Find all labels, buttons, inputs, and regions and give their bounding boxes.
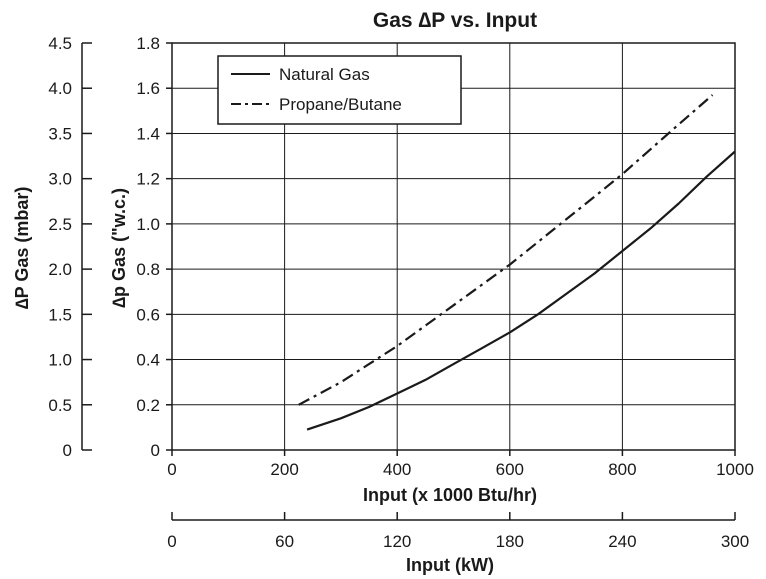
series-line-propane-butane bbox=[298, 94, 714, 406]
y-tick-label: 0.2 bbox=[136, 396, 160, 415]
series-line-natural-gas bbox=[306, 150, 736, 431]
legend-label-propane-butane: Propane/Butane bbox=[279, 95, 402, 114]
legend-label-natural-gas: Natural Gas bbox=[279, 65, 370, 84]
secondary-y-tick-label: 1.0 bbox=[48, 351, 72, 370]
x-tick-label: 200 bbox=[270, 460, 298, 479]
secondary-y-tick-label: 4.0 bbox=[48, 79, 72, 98]
secondary-y-axis-title: ∆P Gas (mbar) bbox=[12, 187, 32, 310]
y-tick-label: 0.4 bbox=[136, 351, 160, 370]
chart-title: Gas ∆P vs. Input bbox=[373, 9, 537, 32]
x-tick-label: 800 bbox=[608, 460, 636, 479]
secondary-y-tick-label: 2.5 bbox=[48, 215, 72, 234]
secondary-x-tick-label: 120 bbox=[383, 532, 411, 551]
y-tick-label: 1.6 bbox=[136, 79, 160, 98]
y-tick-label: 0.6 bbox=[136, 305, 160, 324]
secondary-y-axis: 0 0.5 1.0 1.5 2.0 2.5 3.0 3.5 4.0 4.5 bbox=[48, 34, 92, 460]
y-tick-label: 0 bbox=[151, 441, 160, 460]
secondary-x-tick-label: 180 bbox=[496, 532, 524, 551]
x-tick-label: 400 bbox=[383, 460, 411, 479]
secondary-x-axis-title: Input (kW) bbox=[406, 555, 494, 575]
series-layer bbox=[298, 94, 736, 431]
secondary-y-tick-label: 2.0 bbox=[48, 260, 72, 279]
secondary-x-tick-label: 300 bbox=[721, 532, 749, 551]
x-tick-label: 1000 bbox=[716, 460, 754, 479]
secondary-x-tick-label: 60 bbox=[275, 532, 294, 551]
y-tick-label: 0.8 bbox=[136, 260, 160, 279]
secondary-y-tick-label: 0.5 bbox=[48, 396, 72, 415]
legend-box bbox=[217, 55, 462, 125]
secondary-x-tick-label: 240 bbox=[608, 532, 636, 551]
secondary-x-tick-label: 0 bbox=[167, 532, 176, 551]
secondary-x-axis: 0 60 120 180 240 300 bbox=[167, 512, 749, 551]
x-tick-label: 600 bbox=[496, 460, 524, 479]
y-axis-title: ∆p Gas ("w.c.) bbox=[109, 188, 129, 308]
y-tick-label: 1.0 bbox=[136, 215, 160, 234]
y-axis: 0 0.2 0.4 0.6 0.8 1.0 1.2 1.4 1.6 1.8 bbox=[136, 34, 172, 460]
secondary-y-tick-label: 3.0 bbox=[48, 170, 72, 189]
secondary-y-tick-label: 4.5 bbox=[48, 34, 72, 53]
plot-frame bbox=[171, 42, 736, 451]
x-tick-label: 0 bbox=[167, 460, 176, 479]
secondary-y-tick-label: 1.5 bbox=[48, 305, 72, 324]
x-axis-title: Input (x 1000 Btu/hr) bbox=[363, 485, 537, 505]
y-tick-label: 1.4 bbox=[136, 124, 160, 143]
x-axis: 0 200 400 600 800 1000 bbox=[167, 450, 754, 479]
secondary-y-tick-label: 0 bbox=[63, 441, 72, 460]
secondary-y-tick-label: 3.5 bbox=[48, 124, 72, 143]
y-tick-label: 1.2 bbox=[136, 170, 160, 189]
y-tick-label: 1.8 bbox=[136, 34, 160, 53]
legend: Natural Gas Propane/Butane bbox=[217, 55, 462, 125]
